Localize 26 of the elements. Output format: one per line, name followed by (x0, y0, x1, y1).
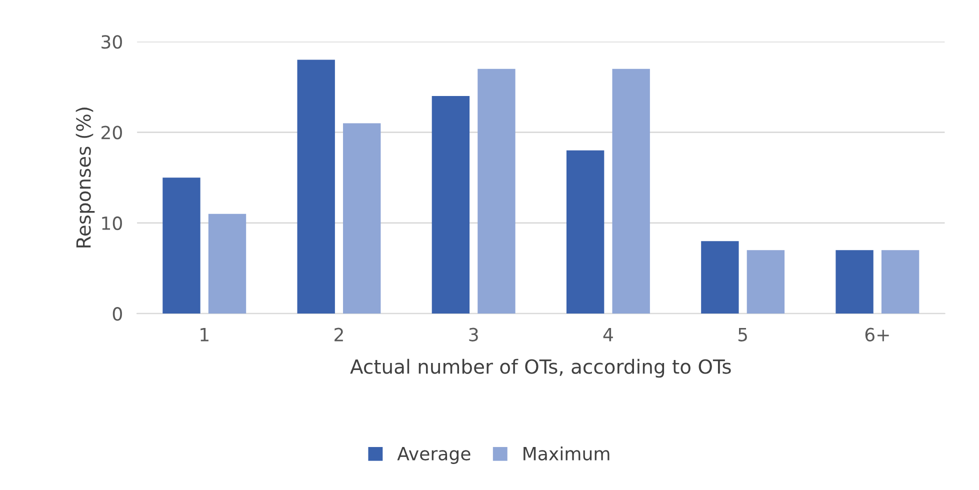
bar (208, 214, 246, 314)
bar (612, 68, 650, 314)
bar (478, 68, 516, 314)
bar (432, 96, 470, 314)
bar (297, 60, 335, 314)
x-tick-label: 2 (334, 328, 343, 342)
y-axis-title: Responses (%) (76, 108, 95, 248)
y-tick-label: 10 (102, 216, 122, 230)
bar (566, 150, 604, 314)
x-axis-title: Actual number of OTs, according to OTs (350, 358, 731, 378)
bar (343, 123, 381, 314)
x-tick-label: 4 (603, 328, 613, 342)
bar (836, 250, 874, 314)
bar (701, 241, 739, 314)
x-tick-label: 3 (469, 328, 478, 342)
legend-label: Average (397, 447, 470, 464)
x-tick-label: 1 (200, 328, 208, 342)
bar (746, 250, 785, 314)
x-tick-label: 5 (738, 328, 747, 342)
y-tick-label: 20 (102, 126, 122, 140)
y-tick-label: 30 (102, 35, 122, 49)
bar (162, 178, 200, 314)
bar (881, 250, 920, 314)
y-tick-label: 0 (112, 307, 122, 321)
x-tick-label: 6+ (865, 328, 889, 342)
legend-label: Maximum (524, 446, 610, 460)
